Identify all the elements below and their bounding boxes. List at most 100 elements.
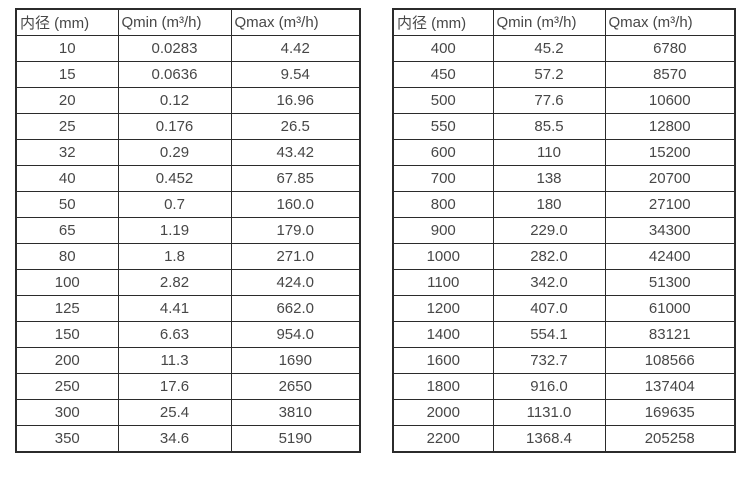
table-cell: 8570 (604, 61, 736, 88)
table-cell: 450 (392, 61, 494, 88)
table-row: 150 6.63 954.0 (15, 321, 361, 348)
table-row: 900 229.0 34300 (392, 217, 736, 244)
table-cell: 1000 (392, 243, 494, 270)
table-cell: 50 (15, 191, 119, 218)
table-cell: 25.4 (117, 399, 232, 426)
table-cell: 4.42 (230, 35, 361, 62)
table-row: 1000 282.0 42400 (392, 243, 736, 270)
table-cell: 1368.4 (492, 425, 606, 453)
table-cell: 0.0283 (117, 35, 232, 62)
table-cell: 0.176 (117, 113, 232, 140)
table-cell: 83121 (604, 321, 736, 348)
table-cell: 1131.0 (492, 399, 606, 426)
table-cell: 732.7 (492, 347, 606, 374)
table-row: 50 0.7 160.0 (15, 191, 361, 218)
table-cell: 342.0 (492, 269, 606, 296)
table-cell: 180 (492, 191, 606, 218)
table-cell: 0.12 (117, 87, 232, 114)
table-cell: 42400 (604, 243, 736, 270)
table-row: 800 180 27100 (392, 191, 736, 218)
table-cell: 80 (15, 243, 119, 270)
table-cell: 150 (15, 321, 119, 348)
table-cell: 350 (15, 425, 119, 453)
table-cell: 57.2 (492, 61, 606, 88)
table-cell: 2200 (392, 425, 494, 453)
table-row: 10 0.0283 4.42 (15, 35, 361, 62)
table-row: 250 17.6 2650 (15, 373, 361, 400)
table-cell: 662.0 (230, 295, 361, 322)
table-cell: 900 (392, 217, 494, 244)
table-row: 1100 342.0 51300 (392, 269, 736, 296)
table-cell: 26.5 (230, 113, 361, 140)
table-cell: 16.96 (230, 87, 361, 114)
table-cell: 229.0 (492, 217, 606, 244)
table-row: 450 57.2 8570 (392, 61, 736, 88)
table-row: 600 110 15200 (392, 139, 736, 166)
table-row: 125 4.41 662.0 (15, 295, 361, 322)
table-cell: 500 (392, 87, 494, 114)
column-header-qmax: Qmax (m³/h) (604, 8, 736, 36)
table-cell: 916.0 (492, 373, 606, 400)
table-cell: 0.0636 (117, 61, 232, 88)
table-cell: 5190 (230, 425, 361, 453)
table-cell: 3810 (230, 399, 361, 426)
table-cell: 700 (392, 165, 494, 192)
table-cell: 554.1 (492, 321, 606, 348)
table-row: 1200 407.0 61000 (392, 295, 736, 322)
table-cell: 34300 (604, 217, 736, 244)
spec-table-large-diameters: 内径 (mm) Qmin (m³/h) Qmax (m³/h) 400 45.2 6… (392, 8, 736, 453)
table-cell: 160.0 (230, 191, 361, 218)
table-cell: 108566 (604, 347, 736, 374)
table-cell: 32 (15, 139, 119, 166)
table-cell: 169635 (604, 399, 736, 426)
table-cell: 2650 (230, 373, 361, 400)
table-cell: 1.8 (117, 243, 232, 270)
table-cell: 407.0 (492, 295, 606, 322)
table-row: 2200 1368.4 205258 (392, 425, 736, 453)
table-cell: 20 (15, 87, 119, 114)
table-row: 350 34.6 5190 (15, 425, 361, 453)
table-row: 80 1.8 271.0 (15, 243, 361, 270)
table-cell: 40 (15, 165, 119, 192)
table-cell: 125 (15, 295, 119, 322)
table-cell: 250 (15, 373, 119, 400)
table-row: 65 1.19 179.0 (15, 217, 361, 244)
table-cell: 1600 (392, 347, 494, 374)
table-cell: 34.6 (117, 425, 232, 453)
table-cell: 271.0 (230, 243, 361, 270)
table-cell: 67.85 (230, 165, 361, 192)
table-cell: 10 (15, 35, 119, 62)
table-cell: 45.2 (492, 35, 606, 62)
table-row: 1400 554.1 83121 (392, 321, 736, 348)
table-cell: 200 (15, 347, 119, 374)
table-cell: 138 (492, 165, 606, 192)
table-cell: 25 (15, 113, 119, 140)
table-cell: 550 (392, 113, 494, 140)
table-row: 32 0.29 43.42 (15, 139, 361, 166)
table-cell: 1690 (230, 347, 361, 374)
table-cell: 12800 (604, 113, 736, 140)
table-cell: 1200 (392, 295, 494, 322)
header-row: 内径 (mm) Qmin (m³/h) Qmax (m³/h) (392, 8, 736, 36)
table-cell: 300 (15, 399, 119, 426)
table-cell: 51300 (604, 269, 736, 296)
column-header-diameter: 内径 (mm) (392, 8, 494, 36)
table-row: 40 0.452 67.85 (15, 165, 361, 192)
table-row: 25 0.176 26.5 (15, 113, 361, 140)
table-cell: 0.29 (117, 139, 232, 166)
table-cell: 77.6 (492, 87, 606, 114)
table-cell: 15200 (604, 139, 736, 166)
table-row: 100 2.82 424.0 (15, 269, 361, 296)
table-cell: 20700 (604, 165, 736, 192)
table-row: 2000 1131.0 169635 (392, 399, 736, 426)
table-row: 400 45.2 6780 (392, 35, 736, 62)
table-row: 1800 916.0 137404 (392, 373, 736, 400)
table-row: 20 0.12 16.96 (15, 87, 361, 114)
table-cell: 1400 (392, 321, 494, 348)
column-header-qmin: Qmin (m³/h) (117, 8, 232, 36)
spec-table-small-diameters: 内径 (mm) Qmin (m³/h) Qmax (m³/h) 10 0.0283… (15, 8, 361, 453)
table-cell: 17.6 (117, 373, 232, 400)
table-cell: 110 (492, 139, 606, 166)
table-cell: 1100 (392, 269, 494, 296)
